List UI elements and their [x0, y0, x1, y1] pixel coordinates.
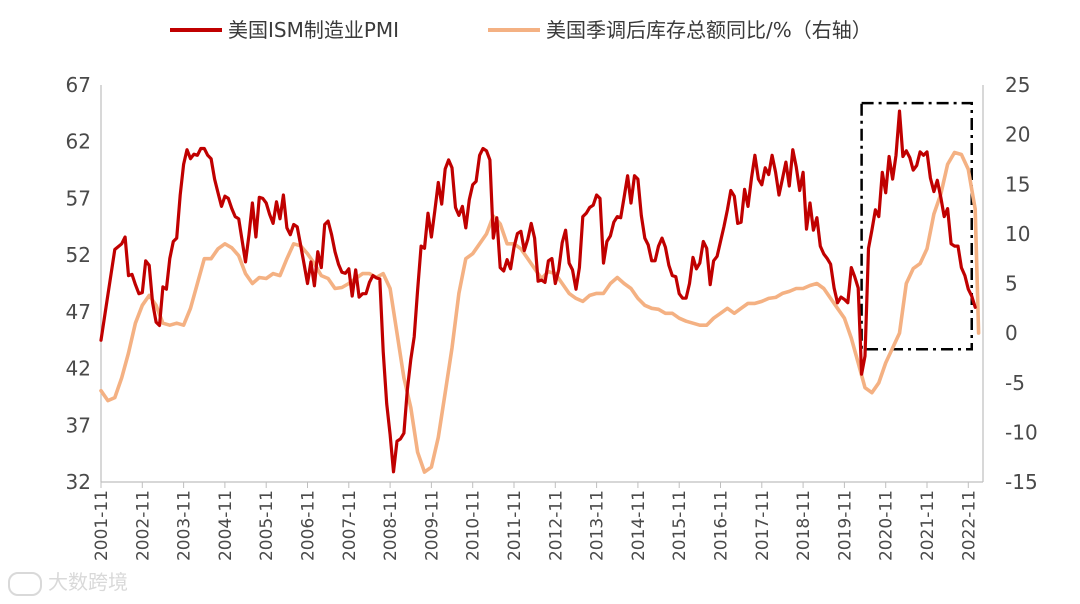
y-right-tick-label: 0: [1005, 321, 1018, 345]
x-tick-label: 2021-11: [918, 490, 938, 561]
series-line-pmi: [99, 109, 977, 474]
x-tick-label: 2017-11: [753, 490, 773, 561]
y-left-tick-label: 62: [66, 130, 91, 154]
y-left-tick-label: 57: [66, 186, 91, 210]
x-tick-label: 2013-11: [588, 490, 608, 561]
y-right-tick-label: -10: [1005, 420, 1038, 444]
annotation-layer: [860, 101, 973, 351]
y-left-tick-label: 52: [66, 243, 91, 267]
y-right-tick-label: -15: [1005, 470, 1038, 494]
y-right-tick-label: 20: [1005, 123, 1030, 147]
legend-label-inventory: 美国季调后库存总额同比/%（右轴）: [546, 18, 872, 42]
y-left-tick-label: 67: [66, 73, 91, 97]
axes: 67 62 57 52 47 42 37 32 25 20 15 10 5 0 -5 -10 -15 2001-1…: [66, 73, 1038, 561]
y-right-tick-label: 15: [1005, 172, 1030, 196]
y-left-tick-label: 42: [66, 357, 91, 381]
x-tick-label: 2015-11: [670, 490, 690, 561]
watermark-text: 大数跨境: [48, 570, 128, 594]
x-tick-label: 2004-11: [216, 490, 236, 561]
legend: 美国ISM制造业PMI 美国季调后库存总额同比/%（右轴）: [170, 18, 872, 42]
x-tick-label: 2001-11: [92, 490, 112, 561]
x-tick-label: 2014-11: [629, 490, 649, 561]
x-tick-label: 2005-11: [257, 490, 277, 561]
y-left-tick-label: 47: [66, 300, 91, 324]
series-layer: [99, 109, 981, 474]
y-right-tick-label: -5: [1005, 371, 1025, 395]
y-left-tick-label: 37: [66, 413, 91, 437]
watermark: 大数跨境: [8, 566, 128, 596]
x-tick-label: 2009-11: [422, 490, 442, 561]
x-tick-label: 2008-11: [381, 490, 401, 561]
x-tick-label: 2010-11: [464, 490, 484, 561]
y-left-tick-label: 32: [66, 470, 91, 494]
x-tick-label: 2018-11: [794, 490, 814, 561]
watermark-logo-icon: [8, 571, 42, 596]
x-tick-label: 2006-11: [299, 490, 319, 561]
x-tick-label: 2002-11: [133, 490, 153, 561]
series-line-inventory: [99, 150, 981, 474]
x-tick-label: 2007-11: [340, 490, 360, 561]
y-right-tick-label: 5: [1005, 272, 1018, 296]
y-right-tick-label: 25: [1005, 73, 1030, 97]
x-tick-label: 2020-11: [877, 490, 897, 561]
y-right-tick-label: 10: [1005, 222, 1030, 246]
x-tick-label: 2022-11: [959, 490, 979, 561]
x-tick-label: 2012-11: [546, 490, 566, 561]
x-tick-label: 2003-11: [175, 490, 195, 561]
x-tick-label: 2019-11: [835, 490, 855, 561]
legend-label-pmi: 美国ISM制造业PMI: [228, 18, 399, 42]
highlight-box: [860, 101, 973, 351]
x-tick-label: 2016-11: [712, 490, 732, 561]
x-tick-label: 2011-11: [505, 490, 525, 561]
